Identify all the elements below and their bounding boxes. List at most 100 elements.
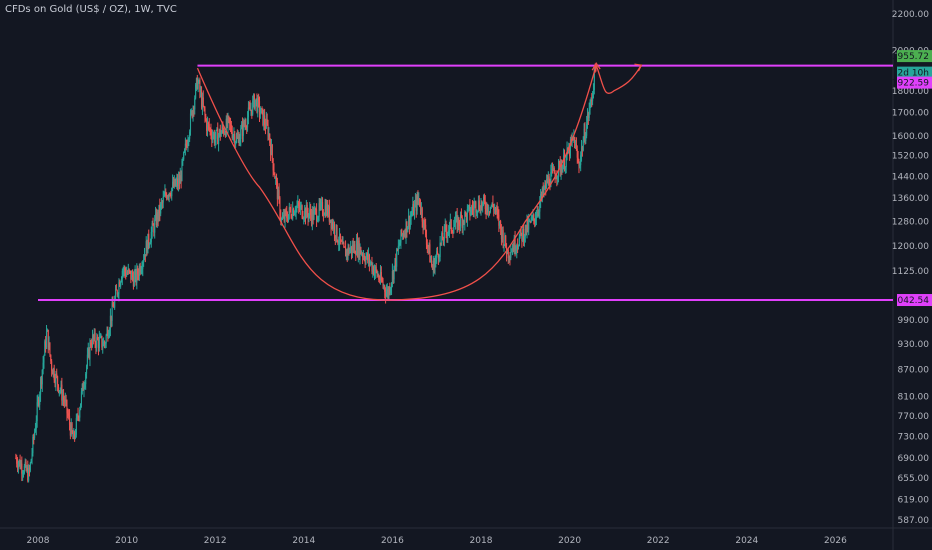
candle-body [34, 428, 36, 432]
candle-body [122, 270, 124, 272]
candle-body [109, 315, 111, 330]
candle-body [203, 105, 205, 109]
candle-body [528, 220, 530, 230]
candle-body [172, 181, 175, 187]
candle-body [76, 414, 78, 419]
cup-arrowhead [591, 62, 601, 71]
candle-body [426, 244, 428, 246]
candle-body [499, 221, 501, 226]
candle-body [119, 282, 121, 287]
candle-body [170, 195, 172, 197]
candle-body [381, 280, 383, 282]
candle-body [407, 226, 409, 233]
candle-body [359, 247, 361, 258]
candle-body [271, 145, 273, 159]
candle-body [163, 195, 165, 197]
candle-body [201, 97, 203, 108]
candle-body [159, 204, 161, 214]
candle-body [462, 220, 464, 228]
price-axis[interactable]: 2200.002000.001800.001700.001600.001520.… [892, 10, 929, 526]
candle-body [264, 115, 266, 125]
candle-body [522, 229, 524, 242]
time-axis[interactable]: 2008 2010 2012 2014 2016 2018 2020 2022 2024 2026 [27, 536, 848, 546]
candle-body [192, 107, 194, 118]
candle-body [329, 219, 331, 222]
candle-body [55, 373, 57, 384]
y-tick-label: 870.00 [898, 365, 930, 375]
candle-body [158, 204, 160, 220]
candle-body [160, 203, 162, 214]
candle-body [133, 275, 135, 287]
candle-body [506, 249, 508, 255]
candle-body [467, 206, 469, 209]
x-tick-label: 2012 [204, 536, 227, 546]
x-tick-label: 2022 [647, 536, 670, 546]
candle-body [296, 206, 298, 208]
candle-body [168, 193, 170, 197]
candle-body [92, 335, 94, 339]
candle-body [84, 384, 86, 388]
candle-body [333, 224, 336, 236]
x-tick-label: 2020 [558, 536, 581, 546]
candle-body [120, 278, 123, 282]
candle-body [402, 233, 405, 236]
y-tick-label: 930.00 [898, 340, 930, 350]
resistance-price-label: 1922.59 [892, 79, 929, 89]
candle-body [80, 403, 82, 410]
candle-body [424, 219, 426, 225]
candle-body [208, 124, 210, 129]
candle-body [455, 214, 457, 217]
candle-body [410, 215, 412, 218]
candle-body [573, 136, 575, 139]
candle-body [282, 214, 284, 218]
candle-body [383, 285, 385, 287]
candle-body [551, 168, 553, 173]
candle-body [206, 120, 208, 131]
candle-body [281, 217, 284, 220]
candle-body [495, 208, 497, 211]
candle-body [256, 98, 258, 112]
candle-body [277, 190, 279, 200]
candle-body [209, 128, 211, 130]
candle-body [552, 168, 554, 170]
candle-body [72, 432, 74, 439]
candle-body [515, 250, 517, 252]
candle-body [99, 336, 101, 338]
candle-body [97, 339, 100, 349]
candlestick-series [15, 63, 597, 483]
candle-body [82, 383, 84, 391]
candle-body [103, 341, 105, 346]
candle-body [275, 177, 278, 182]
candle-body [422, 221, 424, 228]
candle-body [319, 202, 321, 207]
candle-body [86, 366, 88, 374]
candle-body [304, 208, 307, 219]
candle-body [27, 467, 29, 481]
candle-body [500, 221, 502, 228]
candle-body [323, 214, 325, 216]
candle-body [498, 214, 500, 226]
candle-body [31, 453, 33, 460]
candle-body [35, 421, 37, 429]
candle-body [494, 207, 496, 211]
candle-body [448, 230, 450, 233]
candle-body [24, 461, 26, 467]
candle-body [29, 462, 31, 471]
candle-body [414, 199, 416, 205]
candle-body [447, 232, 449, 237]
last-price-label: 1955.72 [892, 52, 929, 62]
candle-body [372, 266, 374, 272]
candle-body [239, 139, 241, 146]
candle-body [146, 241, 148, 254]
candle-body [393, 265, 395, 280]
candle-body [471, 206, 474, 209]
candle-body [266, 119, 268, 125]
candle-body [452, 231, 454, 234]
candle-body [459, 224, 461, 227]
candle-body [108, 334, 110, 339]
candle-body [43, 355, 45, 363]
candle-body [18, 459, 20, 463]
candle-body [46, 329, 48, 332]
candle-body [569, 146, 571, 156]
